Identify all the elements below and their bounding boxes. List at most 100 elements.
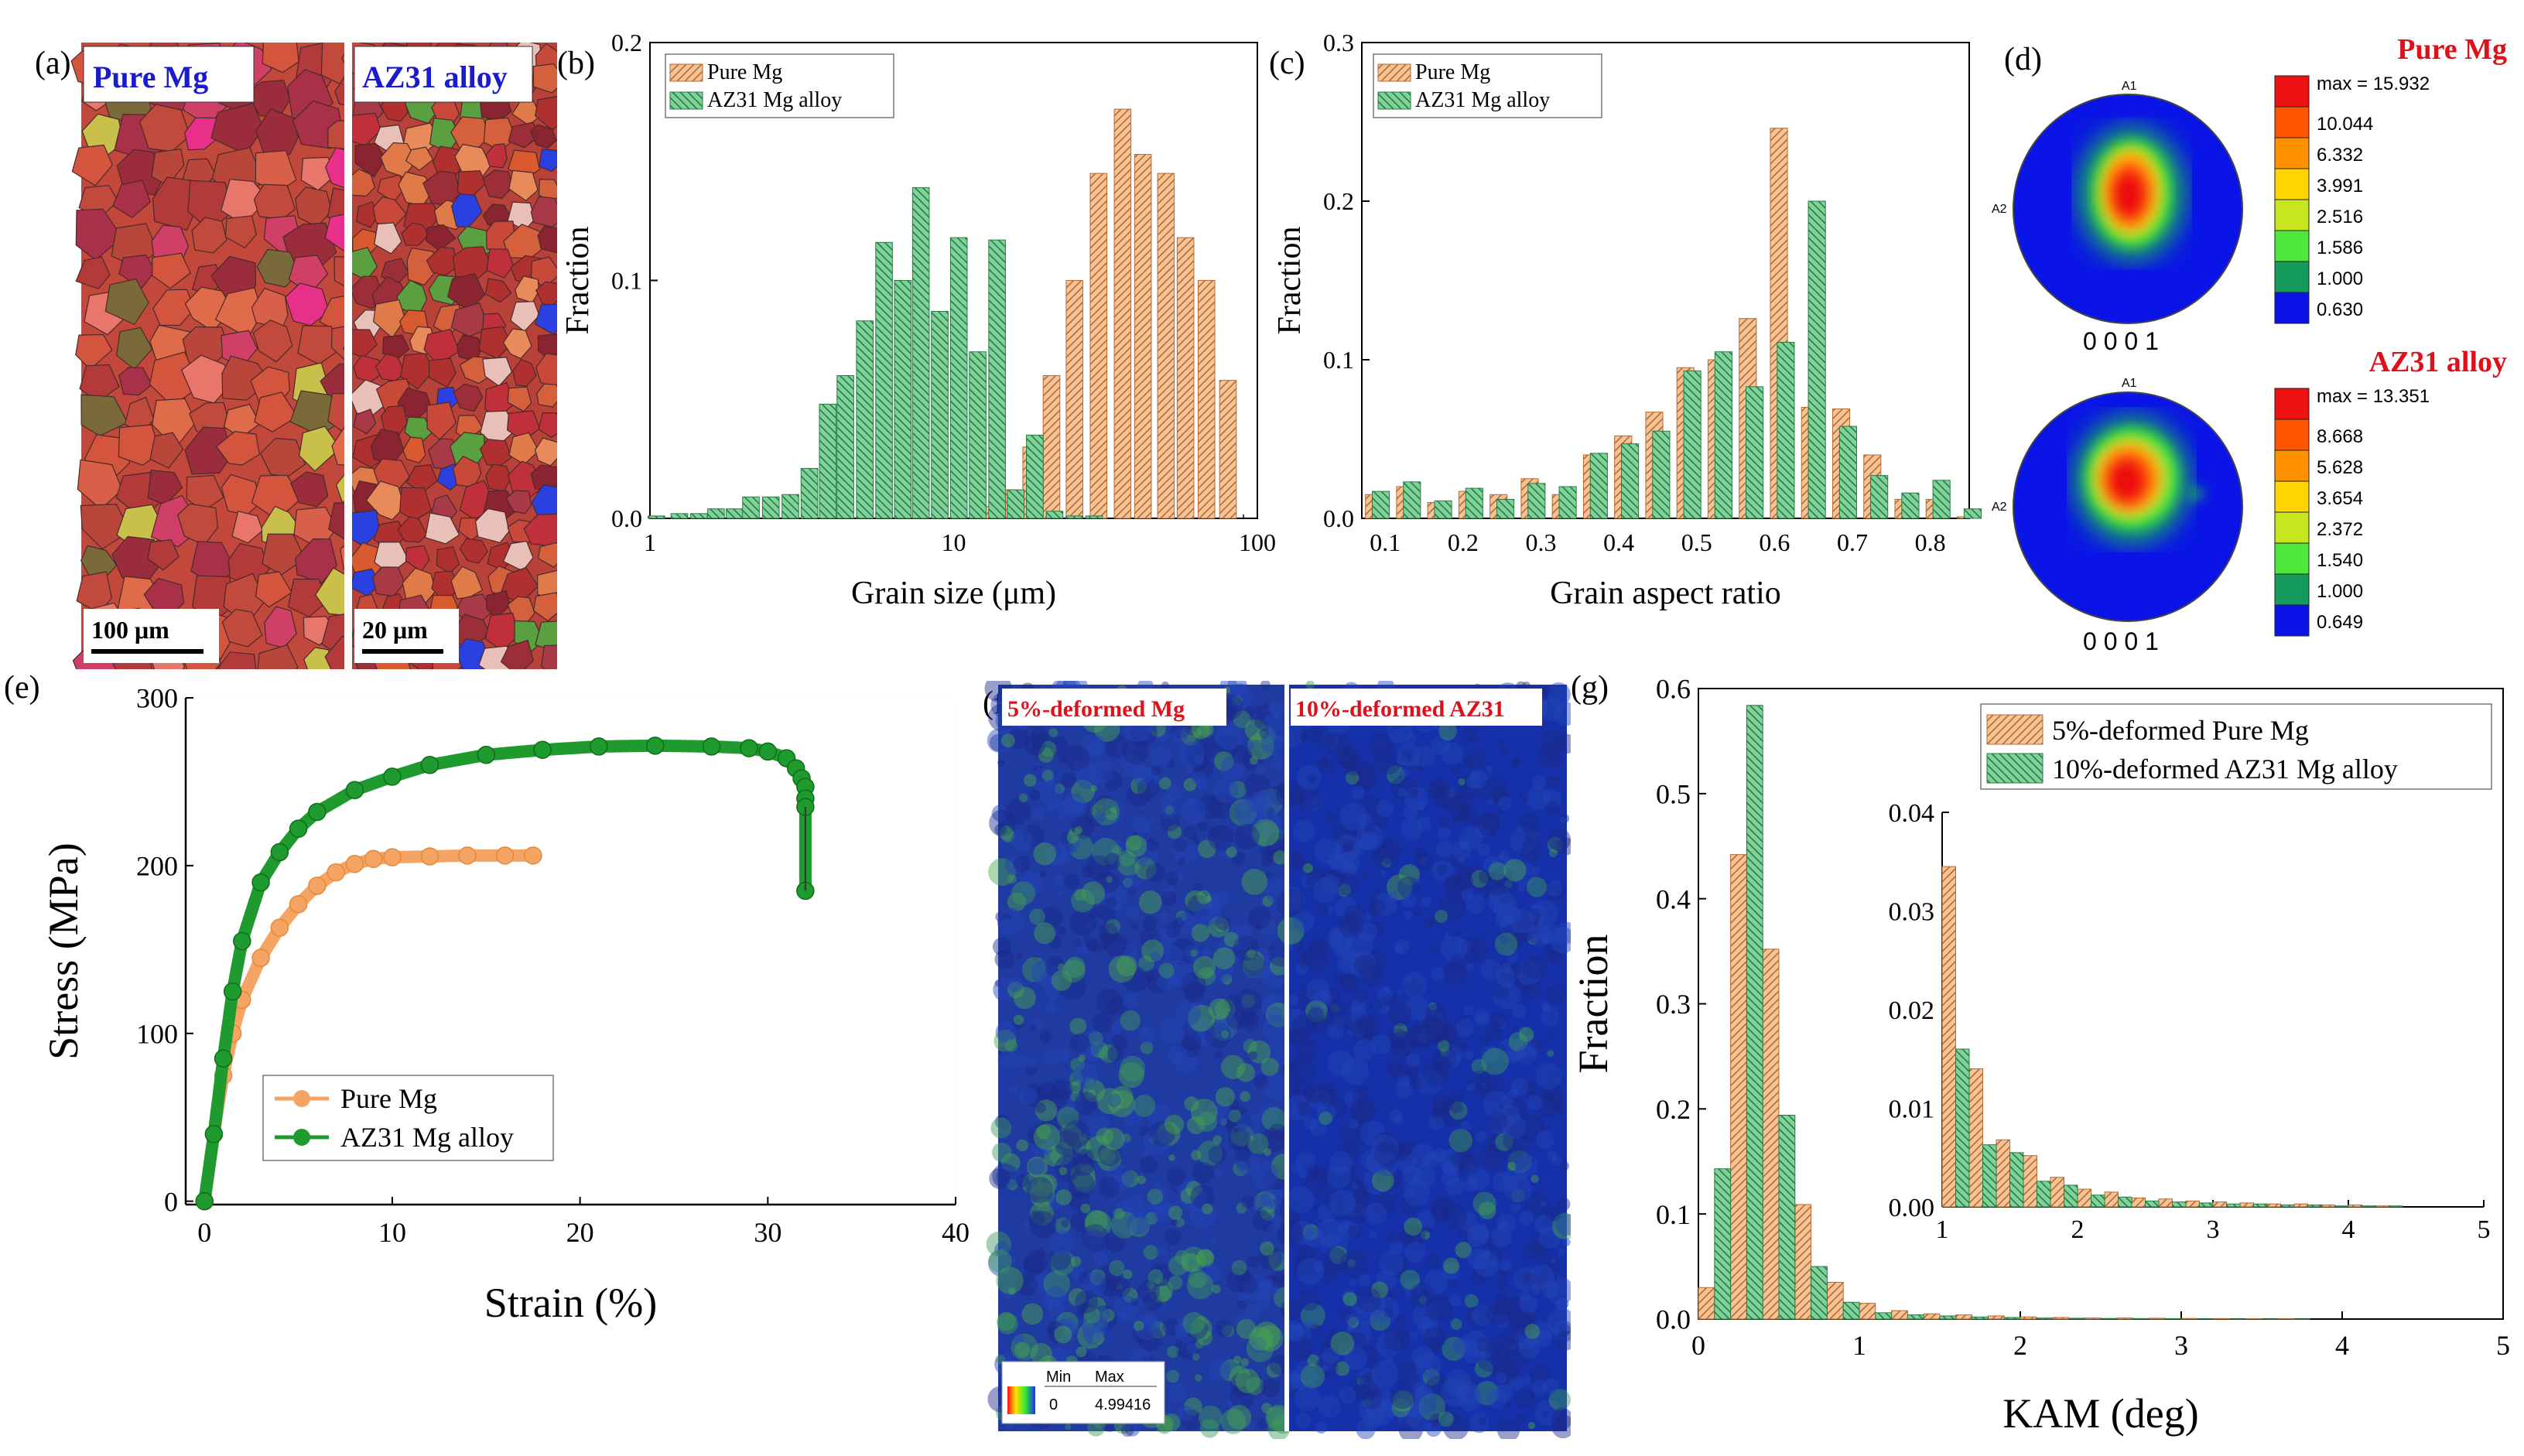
kam-speck: [1400, 767, 1410, 778]
kam-speck: [1159, 1017, 1185, 1043]
b-panel-letter: (b): [557, 46, 595, 81]
kam-speck: [1181, 1246, 1206, 1272]
kam-speck: [1182, 1311, 1206, 1335]
kam-speck: [1031, 1273, 1052, 1294]
kam-speck: [1165, 1188, 1181, 1204]
kam-speck: [1343, 904, 1366, 927]
kam-speck: [1355, 956, 1363, 966]
kam-speck: [1450, 1128, 1476, 1153]
kam-speck: [1507, 1150, 1532, 1174]
c-ytick-label: 0.3: [1323, 31, 1354, 56]
kam-speck: [1078, 1271, 1090, 1283]
kam-speck: [1546, 1013, 1556, 1023]
kam-speck: [1086, 855, 1111, 880]
kam-speck: [1137, 1324, 1164, 1352]
kam-speck: [1161, 681, 1170, 690]
kam-speck: [1505, 1332, 1519, 1346]
kam-speck: [1402, 1234, 1414, 1246]
kam-speck: [1355, 768, 1377, 791]
bar-az31: [800, 467, 819, 519]
kam-speck: [1192, 1353, 1200, 1361]
kam-speck: [1080, 1133, 1088, 1141]
g-inset-ytick-label: 0.04: [1889, 799, 1935, 828]
g-legend-swatch: [1986, 714, 2043, 745]
kam-speck: [1243, 812, 1270, 839]
kam-speck: [1080, 734, 1106, 760]
kam-speck: [1165, 871, 1179, 886]
kam-scale-min-label: Min: [1046, 1369, 1071, 1386]
kam-speck: [1106, 1164, 1134, 1192]
kam-speck: [1196, 1249, 1214, 1266]
kam-speck: [1158, 777, 1171, 790]
kam-speck: [1254, 822, 1280, 847]
kam-speck: [1432, 1330, 1440, 1338]
kam-speck: [1220, 1409, 1247, 1434]
kam-speck: [1376, 1165, 1402, 1192]
bar-az31: [2132, 1318, 2150, 1320]
kam-speck: [1092, 798, 1120, 825]
kam-speck: [1114, 1282, 1123, 1290]
kam-speck: [1250, 756, 1258, 765]
kam-speck: [1098, 1176, 1120, 1198]
kam-speck: [1331, 1400, 1340, 1410]
kam-speck: [1422, 1017, 1437, 1032]
kam-speck: [1328, 1099, 1349, 1119]
kam-speck: [1161, 890, 1177, 907]
kam-speck: [1356, 823, 1383, 851]
kam-speck: [1048, 728, 1059, 737]
kam-speck: [1177, 1405, 1194, 1422]
kam-speck: [1371, 1284, 1396, 1309]
kam-speck: [1297, 1258, 1324, 1285]
kam-speck: [1389, 1038, 1403, 1051]
kam-speck: [1347, 1028, 1354, 1036]
bar-az31: [1777, 341, 1795, 519]
kam-speck: [1296, 986, 1322, 1013]
kam-speck: [1477, 812, 1500, 836]
kam-speck: [1171, 727, 1188, 744]
kam-speck: [1230, 1124, 1254, 1147]
kam-speck: [1339, 1386, 1356, 1403]
inset-bar-pure-mg: [2185, 1200, 2200, 1208]
grain: [104, 278, 149, 326]
kam-speck: [1154, 928, 1177, 951]
kam-speck: [1129, 1217, 1150, 1238]
kam-speck: [1315, 1421, 1328, 1434]
kam-speck: [1406, 1403, 1434, 1432]
kam-speck: [995, 1021, 1017, 1043]
kam-speck: [1262, 996, 1284, 1019]
kam-speck: [1102, 1127, 1125, 1150]
kam-speck: [1270, 701, 1286, 717]
kam-speck: [1329, 1246, 1348, 1264]
kam-speck: [1492, 878, 1518, 904]
kam-speck: [1298, 786, 1322, 811]
kam-speck: [1452, 815, 1462, 825]
kam-speck: [1101, 884, 1127, 910]
kam-speck: [1291, 1105, 1301, 1114]
kam-speck: [1469, 873, 1488, 891]
kam-speck: [1475, 1381, 1500, 1406]
kam-speck: [1509, 1296, 1524, 1312]
kam-speck: [1446, 1411, 1459, 1424]
kam-speck: [1407, 1188, 1415, 1197]
kam-speck: [1499, 1259, 1512, 1272]
bar-az31: [1434, 500, 1452, 519]
kam-speck: [1468, 1072, 1476, 1081]
kam-speck: [1247, 954, 1273, 979]
kam-speck: [1347, 1316, 1359, 1328]
kam-speck: [1539, 905, 1553, 919]
kam-speck: [1358, 1273, 1371, 1287]
inset-bar-az31: [1955, 1048, 1970, 1208]
point-az31: [383, 767, 402, 786]
top-pf-plane-label: 0 0 0 1: [2083, 327, 2159, 355]
grain: [530, 124, 557, 149]
kam-speck: [1013, 986, 1036, 1010]
kam-speck: [1459, 840, 1469, 850]
point-pure-mg: [524, 846, 542, 865]
kam-speck: [1309, 938, 1331, 959]
kam-speck: [1011, 1019, 1023, 1030]
kam-speck: [1323, 730, 1350, 757]
kam-speck: [1329, 1189, 1356, 1216]
kam-speck: [1116, 955, 1137, 977]
e-ytick-label: 300: [136, 683, 178, 714]
kam-speck: [1257, 1103, 1280, 1126]
